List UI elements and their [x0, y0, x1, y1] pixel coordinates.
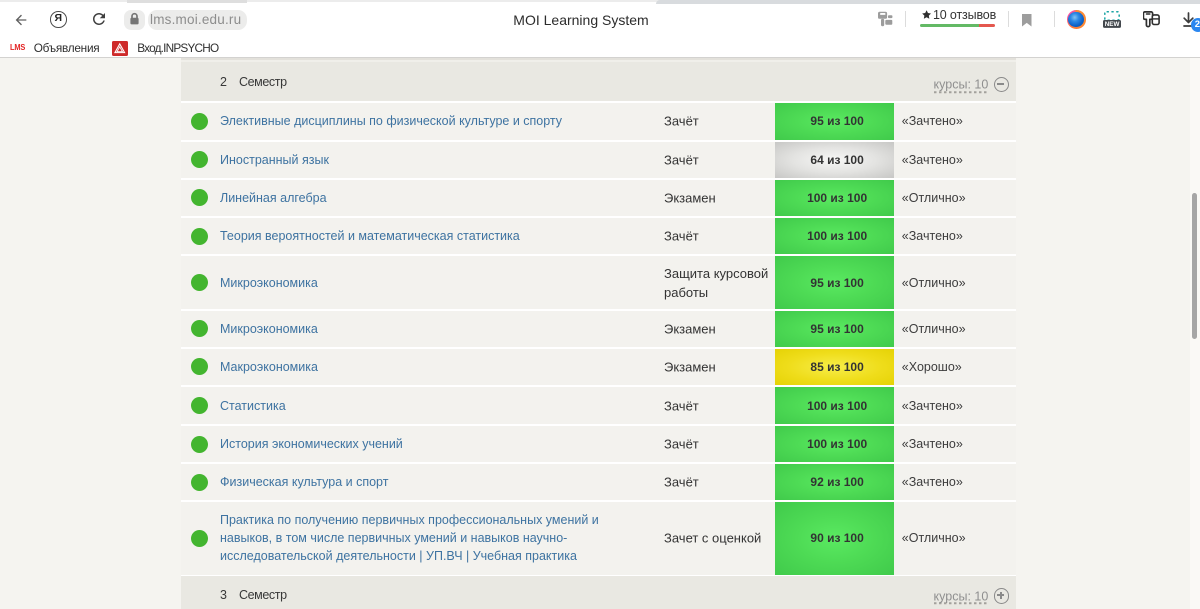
- svg-text:NEW: NEW: [1104, 21, 1119, 28]
